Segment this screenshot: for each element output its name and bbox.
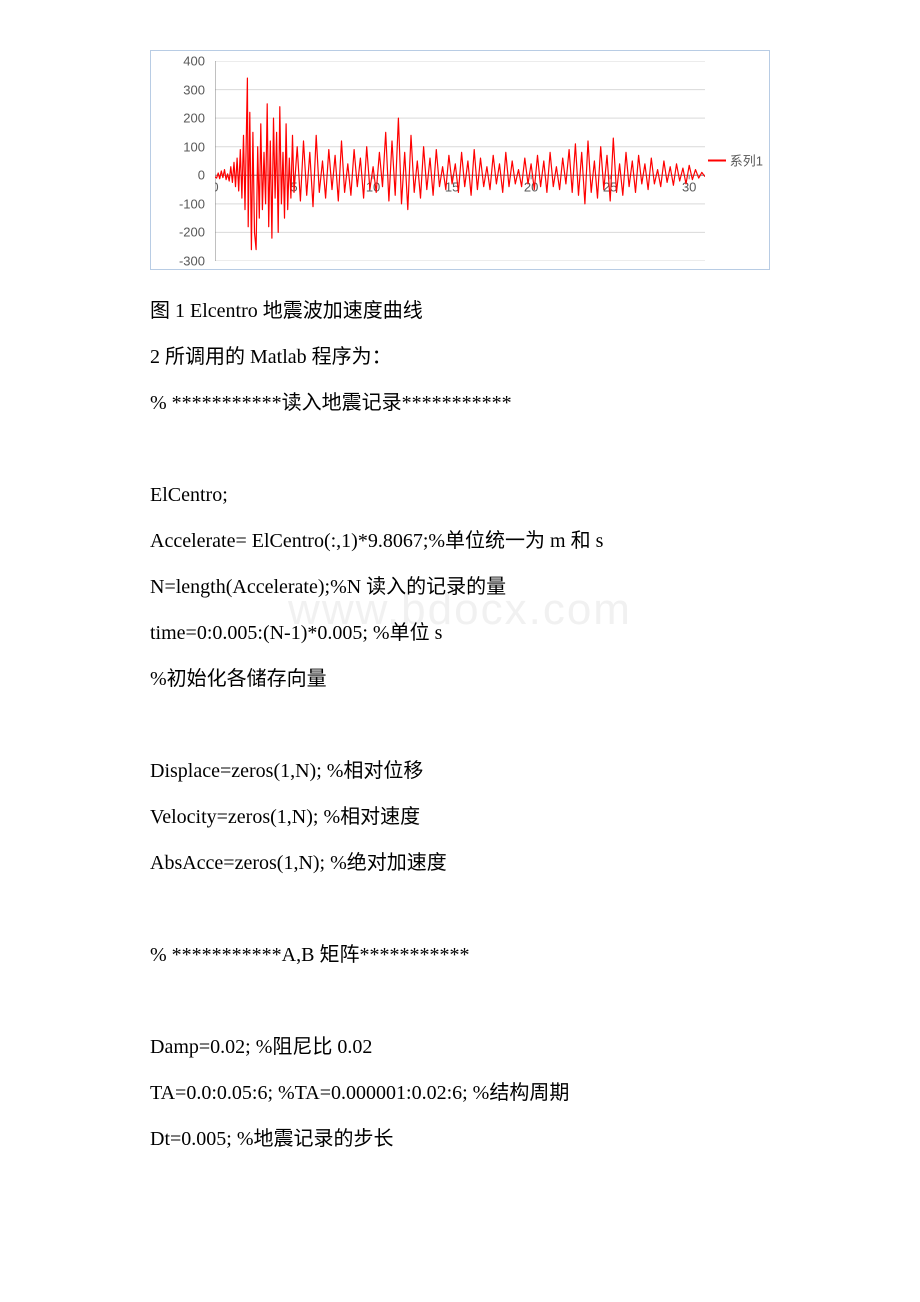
svg-text:0: 0 <box>215 179 219 194</box>
figure-caption: 图 1 Elcentro 地震波加速度曲线 <box>150 288 800 334</box>
text-line: % ***********A,B 矩阵*********** <box>150 932 800 978</box>
text-line: Displace=zeros(1,N); %相对位移 <box>150 748 800 794</box>
svg-text:10: 10 <box>366 179 380 194</box>
seismic-chart: 4003002001000-100-200-300 051015202530 系… <box>150 50 770 270</box>
y-axis-tick-label: 200 <box>183 111 205 126</box>
text-line: Dt=0.005; %地震记录的步长 <box>150 1116 800 1162</box>
text-line: Velocity=zeros(1,N); %相对速度 <box>150 794 800 840</box>
y-axis-tick-label: -300 <box>179 254 205 269</box>
text-line: ElCentro; <box>150 472 800 518</box>
y-axis-tick-label: 0 <box>198 168 205 183</box>
y-axis-tick-label: 100 <box>183 139 205 154</box>
document-body: 图 1 Elcentro 地震波加速度曲线 2 所调用的 Matlab 程序为：… <box>150 288 800 1162</box>
y-axis-tick-label: 300 <box>183 82 205 97</box>
text-line: time=0:0.005:(N-1)*0.005; %单位 s <box>150 610 800 656</box>
text-line: Accelerate= ElCentro(:,1)*9.8067;%单位统一为 … <box>150 518 800 564</box>
legend-swatch <box>708 159 726 161</box>
svg-text:30: 30 <box>682 179 696 194</box>
text-line <box>150 978 800 1024</box>
text-line: AbsAcce=zeros(1,N); %绝对加速度 <box>150 840 800 886</box>
text-line: TA=0.0:0.05:6; %TA=0.000001:0.02:6; %结构周… <box>150 1070 800 1116</box>
y-axis-tick-label: 400 <box>183 54 205 69</box>
chart-legend: 系列1 <box>708 151 763 170</box>
text-line <box>150 426 800 472</box>
text-line: 2 所调用的 Matlab 程序为： <box>150 334 800 380</box>
text-line: %初始化各储存向量 <box>150 656 800 702</box>
text-line <box>150 886 800 932</box>
text-line: Damp=0.02; %阻尼比 0.02 <box>150 1024 800 1070</box>
y-axis-tick-label: -100 <box>179 196 205 211</box>
svg-text:20: 20 <box>524 179 538 194</box>
text-line: % ***********读入地震记录*********** <box>150 380 800 426</box>
y-axis-tick-label: -200 <box>179 225 205 240</box>
legend-label: 系列1 <box>730 151 763 170</box>
text-line: N=length(Accelerate);%N 读入的记录的量 <box>150 564 800 610</box>
chart-plot-area: 051015202530 <box>215 61 705 261</box>
text-line <box>150 702 800 748</box>
